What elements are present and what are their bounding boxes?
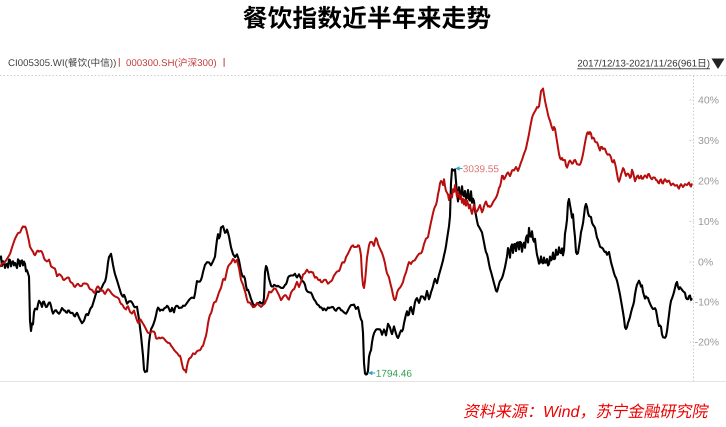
svg-text:-20%: -20% (695, 337, 720, 349)
svg-text:40%: 40% (698, 95, 719, 107)
svg-text:0%: 0% (698, 257, 713, 269)
svg-text:20%: 20% (698, 176, 719, 188)
svg-text:-10%: -10% (695, 297, 720, 309)
svg-text:10%: 10% (698, 216, 719, 228)
svg-text:30%: 30% (698, 135, 719, 147)
